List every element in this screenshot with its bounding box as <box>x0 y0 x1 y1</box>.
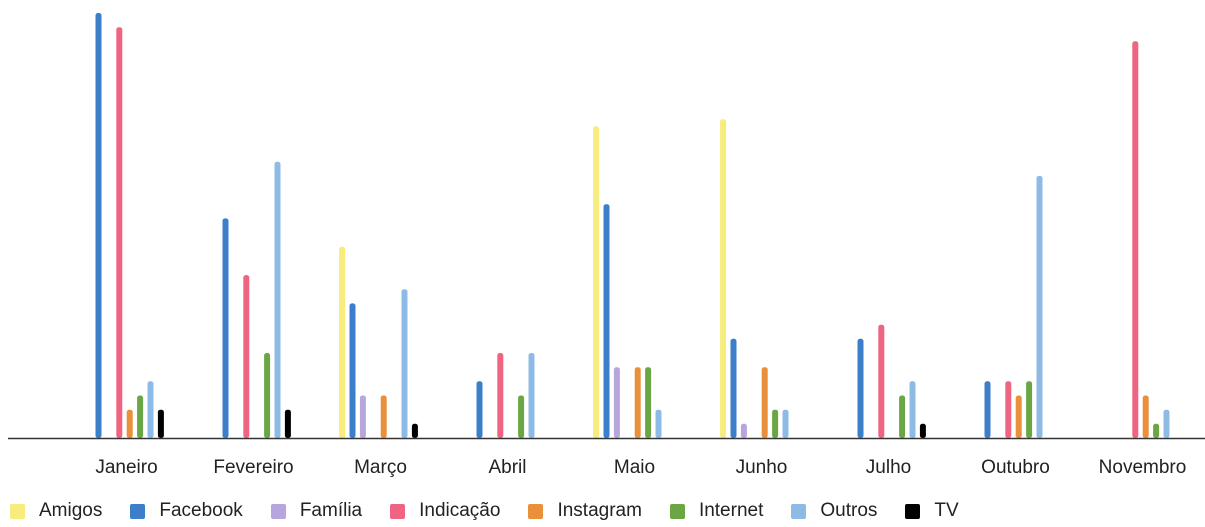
bar-abril-indicação <box>497 353 504 438</box>
legend-swatch <box>528 503 544 519</box>
legend-item: Indicação <box>390 500 500 522</box>
bar-fevereiro-facebook <box>222 218 229 438</box>
legend-label: Facebook <box>159 500 243 521</box>
bar-julho-indicação <box>878 324 885 438</box>
bar-março-facebook <box>349 303 356 438</box>
legend-item: Instagram <box>528 500 642 522</box>
bar-maio-instagram <box>634 367 641 438</box>
legend-label: Amigos <box>39 500 103 521</box>
bar-março-família <box>359 395 366 438</box>
legend-swatch <box>10 503 25 519</box>
bar-março-instagram <box>380 395 387 438</box>
legend-item: Outros <box>791 500 877 522</box>
bar-julho-internet <box>899 395 906 438</box>
x-tick-label: Fevereiro <box>213 457 293 478</box>
bar-maio-internet <box>645 367 652 438</box>
bar-outubro-internet <box>1026 381 1033 438</box>
bar-novembro-indicação <box>1132 41 1139 439</box>
bar-abril-outros <box>528 353 535 438</box>
legend-item: Facebook <box>130 500 243 522</box>
bar-outubro-instagram <box>1015 395 1022 438</box>
bar-julho-facebook <box>857 338 864 438</box>
bar-fevereiro-indicação <box>243 275 250 438</box>
bar-julho-outros <box>909 381 916 438</box>
x-tick-label: Junho <box>736 457 788 478</box>
bar-junho-amigos <box>720 119 727 439</box>
bar-janeiro-internet <box>137 395 144 438</box>
bar-junho-facebook <box>730 338 737 438</box>
legend-swatch <box>130 503 146 519</box>
bar-maio-amigos <box>593 126 600 439</box>
legend-swatch <box>791 503 807 519</box>
bar-junho-instagram <box>761 367 768 438</box>
bar-fevereiro-tv <box>284 409 291 438</box>
bar-abril-facebook <box>476 381 483 438</box>
bar-junho-internet <box>772 409 779 438</box>
bar-março-amigos <box>339 246 346 439</box>
legend-swatch <box>669 503 685 519</box>
legend-swatch <box>270 503 286 519</box>
x-tick-label: Julho <box>866 457 911 478</box>
bar-outubro-facebook <box>984 381 991 438</box>
legend-label: Instagram <box>557 500 642 521</box>
bar-maio-outros <box>655 409 662 438</box>
x-tick-label: Janeiro <box>95 457 157 478</box>
bar-janeiro-facebook <box>95 13 102 438</box>
bar-janeiro-instagram <box>126 409 133 438</box>
bar-março-tv <box>411 423 418 438</box>
legend-item: Internet <box>669 500 764 522</box>
bars-layer <box>95 13 1170 439</box>
x-tick-label: Março <box>354 457 407 478</box>
legend-label: Família <box>299 500 363 521</box>
bar-abril-internet <box>518 395 525 438</box>
bar-julho-tv <box>919 423 926 438</box>
legend-label: Outros <box>820 500 878 521</box>
bar-junho-outros <box>782 409 789 438</box>
chart-legend: Amigos Facebook Família Indicação Instagram I… <box>0 495 1205 527</box>
bar-outubro-indicação <box>1005 381 1012 438</box>
bar-junho-família <box>740 423 747 438</box>
bar-janeiro-outros <box>147 381 154 438</box>
bar-novembro-instagram <box>1142 395 1149 438</box>
legend-swatch <box>390 503 406 519</box>
legend-item: TV <box>905 500 959 522</box>
bar-chart: Janeiro Fevereiro Março Abril Maio Junho Julho… <box>8 13 1205 478</box>
x-tick-label: Abril <box>488 457 526 478</box>
legend-label: Indicação <box>419 500 501 521</box>
bar-janeiro-tv <box>157 409 164 438</box>
legend-label: TV <box>934 500 959 521</box>
bar-maio-facebook <box>603 204 610 438</box>
x-tick-label: Novembro <box>1099 457 1187 478</box>
legend-swatch <box>905 503 921 519</box>
x-tick-labels: Janeiro Fevereiro Março Abril Maio Junho Julho… <box>95 457 1186 478</box>
legend-item: Amigos <box>10 500 102 522</box>
bar-março-outros <box>401 289 408 439</box>
legend-label: Internet <box>698 500 764 521</box>
bar-fevereiro-outros <box>274 161 281 439</box>
bar-janeiro-indicação <box>116 27 123 438</box>
x-tick-label: Outubro <box>981 457 1050 478</box>
bar-novembro-outros <box>1163 409 1170 438</box>
bar-outubro-outros <box>1036 175 1043 438</box>
bar-novembro-internet <box>1153 423 1160 438</box>
legend-item: Família <box>270 500 363 522</box>
bar-maio-família <box>613 367 620 438</box>
x-tick-label: Maio <box>614 457 655 478</box>
bar-fevereiro-internet <box>264 353 271 438</box>
